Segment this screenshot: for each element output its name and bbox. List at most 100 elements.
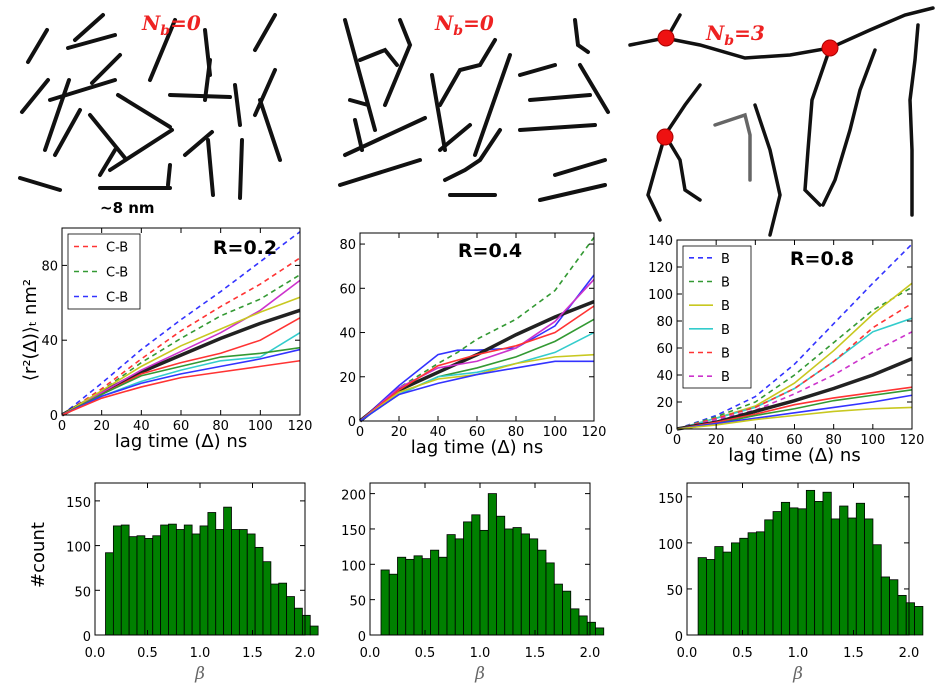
x-tick-label: 80 [212, 419, 229, 434]
y-tick-label: 50 [349, 595, 366, 610]
legend-label: B [721, 276, 730, 291]
hist-bar [855, 502, 866, 636]
rod [353, 118, 364, 152]
series-line [61, 346, 301, 416]
hist-bar [471, 514, 481, 636]
polymer-branch [803, 46, 832, 207]
hist-bar [105, 552, 114, 636]
x-tick-label: 120 [900, 433, 925, 448]
x-tick-label: 0.5 [732, 646, 753, 661]
hist-bar [570, 608, 580, 636]
schematic-panel-1 [18, 13, 282, 200]
rod [518, 123, 597, 132]
x-tick-label: 80 [825, 433, 842, 448]
hist-bar [872, 544, 882, 636]
hist-bar [847, 517, 857, 636]
rod [116, 93, 172, 129]
rod [90, 53, 122, 85]
y-tick-label: 100 [658, 538, 683, 553]
x-tick-label: 20 [93, 419, 110, 434]
chart-title: R=0.2 [213, 237, 277, 259]
hist-bar [496, 515, 506, 636]
hist-bar [199, 525, 209, 636]
x-tick-label: 60 [786, 433, 803, 448]
rod [233, 83, 242, 127]
rod [253, 13, 277, 52]
x-axis-label: lag time (Δ) ns [728, 445, 860, 466]
beta-histogram-1: 0.0 0.5 1.0 1.5 2.0 0 50 100 150 β [66, 482, 319, 684]
x-tick-label: 120 [288, 419, 313, 434]
series-line [676, 302, 913, 430]
rod [53, 108, 82, 157]
hist-bar [183, 524, 193, 636]
y-tick-label: 100 [66, 541, 91, 556]
y-tick-label: 0 [665, 423, 673, 438]
x-tick-label: 20 [708, 433, 725, 448]
rod [438, 38, 497, 107]
x-axis-label: β [194, 664, 205, 684]
hist-bar [487, 493, 497, 636]
chart-title: R=0.8 [790, 248, 854, 270]
hist-bar [286, 596, 295, 636]
hist-bar [152, 535, 162, 636]
x-axis-label: β [474, 664, 485, 684]
x-axis-label: β [792, 664, 803, 684]
legend-label: B [721, 323, 730, 338]
series-line [359, 353, 595, 422]
rod [108, 128, 174, 172]
x-tick-label: 1.0 [788, 646, 809, 661]
hist-bar [537, 549, 547, 636]
y-tick-label: 200 [341, 489, 366, 504]
rod [358, 47, 399, 67]
beta-histogram-3: 0.0 0.5 1.0 1.5 2.0 0 50 100 150 β [658, 482, 924, 684]
rod [98, 148, 117, 177]
hist-bar [309, 625, 319, 636]
y-tick-label: 20 [339, 371, 356, 386]
rod [166, 163, 172, 187]
nb-label-3: Nb=3 [705, 21, 765, 49]
schematic-panel-2 [338, 18, 610, 202]
rod [338, 158, 422, 187]
hist-bar [430, 549, 440, 636]
y-tick-label: 50 [666, 584, 683, 599]
rod [88, 113, 127, 160]
hist-bar [814, 501, 824, 636]
hist-bar [446, 534, 456, 636]
x-tick-label: 40 [133, 419, 150, 434]
polymer-branch [753, 103, 782, 237]
rod [148, 18, 177, 82]
legend-label: B [721, 252, 730, 267]
rod [253, 68, 277, 117]
rod [573, 18, 590, 54]
hist-bar [789, 507, 799, 636]
hist-bar [278, 582, 288, 636]
nb-label-1: Nb=0 [141, 11, 201, 39]
rod [518, 63, 557, 77]
y-tick-label: 0 [83, 630, 91, 645]
legend-label: B [721, 299, 730, 314]
hist-bar [897, 594, 907, 636]
legend-box [67, 233, 141, 310]
x-tick-label: 120 [582, 425, 607, 440]
hist-bar [772, 511, 782, 636]
msd-chart-r08: 0 20 40 60 80 100 120 0 20 40 60 80 100 120 140 lag tim… [648, 234, 924, 466]
hist-bar [438, 556, 448, 636]
x-tick-label: 60 [173, 419, 190, 434]
y-tick-label: 140 [648, 234, 673, 249]
hist-bar [421, 558, 431, 636]
hist-bar [731, 542, 741, 636]
nb-label-2: Nb=0 [434, 11, 494, 39]
rod [348, 98, 370, 107]
hist-bar [595, 627, 605, 636]
series-line [359, 278, 595, 422]
hist-bar [764, 519, 774, 636]
x-axis-label: lag time (Δ) ns [115, 431, 247, 452]
hist-bar [562, 590, 572, 636]
hist-bar [112, 525, 122, 636]
rod [343, 116, 427, 157]
polymer-branch [646, 83, 702, 222]
legend-label: C-B [106, 266, 128, 281]
y-tick-label: 150 [341, 524, 366, 539]
hist-bar [136, 535, 146, 636]
y-tick-label: 150 [658, 492, 683, 507]
